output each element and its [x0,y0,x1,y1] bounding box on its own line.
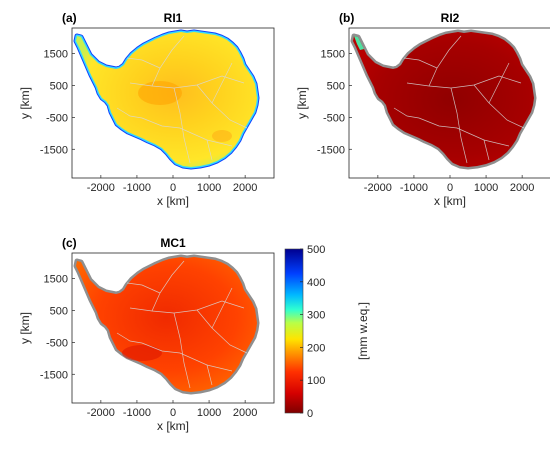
y-tick-label: -500 [46,112,68,124]
x-tick-label: -1000 [123,407,151,419]
colorbar-tick-label: 200 [307,342,325,354]
panel-title: RI1 [164,11,183,25]
basin-boundary [211,287,233,329]
y-axis-label: y [km] [295,87,309,119]
panel-title: MC1 [160,236,186,250]
y-tick-label: 1500 [321,49,345,61]
y-axis-label: y [km] [18,87,32,119]
field-anomaly [212,130,232,142]
y-tick-label: 500 [50,80,68,92]
x-tick-label: -2000 [364,182,392,194]
basin-boundary [483,139,490,161]
antarctica-field [353,32,534,167]
basin-boundary [126,282,161,294]
basin-boundary [498,75,522,84]
x-tick-label: 1000 [197,182,221,194]
y-tick-label: 1500 [44,274,68,286]
panel-ri2: -2000 -1000 0 1000 2000 1500 500 -500 -1500 x [km… [295,11,550,208]
basin-boundary [221,300,245,309]
basin-boundary [211,62,233,104]
basin-boundary [418,117,510,147]
y-tick-label: -500 [323,112,345,124]
basin-boundary [141,117,233,147]
colorbar: 500 400 300 200 100 0 [mm w.eq.] [284,244,370,420]
y-tick-label: -1500 [40,144,68,156]
panel-mc1: -2000 -1000 0 1000 2000 1500 500 -500 -1500 x [km… [18,236,275,433]
basin-boundary [428,35,462,87]
x-axis-label: x [km] [157,194,189,208]
y-tick-label: 500 [327,80,345,92]
basin-boundary [141,342,233,372]
y-tick-label: -1500 [317,144,345,156]
colorbar-gradient [284,248,304,414]
basin-boundary [126,57,161,69]
basin-boundary [116,107,143,119]
basin-boundary [488,62,510,104]
basin-boundary [151,260,185,312]
panel-title: RI2 [441,11,460,25]
x-tick-label: 2000 [233,407,257,419]
field-anomaly [122,345,162,361]
x-axis-label: x [km] [157,419,189,433]
colorbar-tick-label: 500 [307,244,325,256]
basin-boundary [221,75,245,84]
colorbar-ticks: 500 400 300 200 100 0 [300,244,325,420]
antarctica-field [76,257,257,392]
basin-boundary [450,87,468,164]
basin-boundary [173,87,191,164]
colorbar-tick-label: 400 [307,277,325,289]
colorbar-tick-label: 0 [307,408,313,420]
x-tick-label: 0 [170,407,176,419]
basin-boundary [173,312,191,389]
panel-letter: (a) [62,11,77,25]
panel-ri1: -2000 -1000 0 1000 2000 1500 500 -500 -1500 x [km… [18,11,275,208]
x-tick-label: 0 [447,182,453,194]
peninsula-tip [354,36,364,50]
field-anomaly [138,81,182,105]
x-axis-label: x [km] [434,194,466,208]
x-tick-label: -1000 [400,182,428,194]
x-tick-label: 0 [170,182,176,194]
x-tick-label: -2000 [87,182,115,194]
basin-boundary [206,364,213,386]
y-tick-label: 1500 [44,49,68,61]
y-tick-label: -500 [46,337,68,349]
panel-letter: (c) [62,236,77,250]
colorbar-tick-label: 300 [307,310,325,322]
colorbar-label: [mm w.eq.] [356,302,370,360]
x-tick-label: 1000 [197,407,221,419]
x-tick-label: -2000 [87,407,115,419]
y-tick-label: -1500 [40,369,68,381]
x-tick-label: 2000 [233,182,257,194]
colorbar-tick-label: 100 [307,375,325,387]
basin-boundary [116,332,143,344]
basin-boundary [151,35,185,87]
basin-boundary [206,139,213,161]
y-tick-label: 500 [50,305,68,317]
x-tick-label: 2000 [510,182,534,194]
basin-boundary [196,84,248,129]
basin-boundary [403,57,438,69]
y-axis-label: y [km] [18,312,32,344]
panel-letter: (b) [339,11,354,25]
x-tick-label: -1000 [123,182,151,194]
basin-boundary [473,84,525,129]
basin-boundary [393,107,420,119]
x-tick-label: 1000 [474,182,498,194]
basin-boundary [196,309,248,354]
